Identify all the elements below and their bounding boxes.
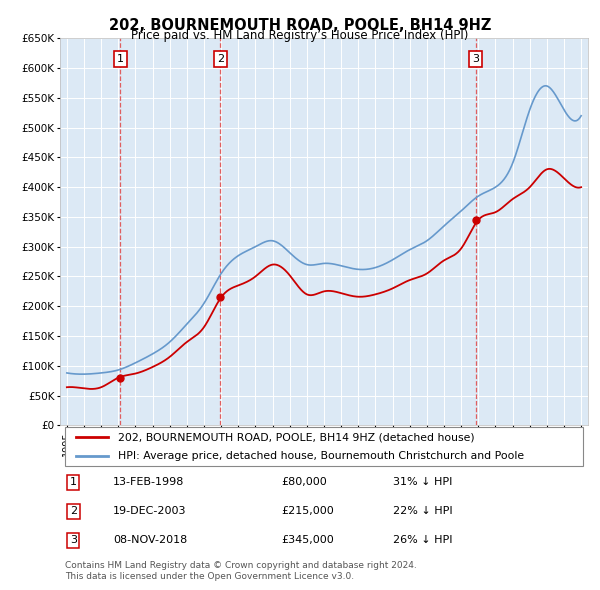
Text: £215,000: £215,000 bbox=[282, 506, 335, 516]
Text: Price paid vs. HM Land Registry’s House Price Index (HPI): Price paid vs. HM Land Registry’s House … bbox=[131, 30, 469, 42]
Text: £80,000: £80,000 bbox=[282, 477, 328, 487]
Text: £345,000: £345,000 bbox=[282, 536, 335, 546]
Text: 22% ↓ HPI: 22% ↓ HPI bbox=[392, 506, 452, 516]
Text: 202, BOURNEMOUTH ROAD, POOLE, BH14 9HZ: 202, BOURNEMOUTH ROAD, POOLE, BH14 9HZ bbox=[109, 18, 491, 32]
Text: 08-NOV-2018: 08-NOV-2018 bbox=[113, 536, 187, 546]
Text: 202, BOURNEMOUTH ROAD, POOLE, BH14 9HZ (detached house): 202, BOURNEMOUTH ROAD, POOLE, BH14 9HZ (… bbox=[118, 432, 475, 442]
Text: 26% ↓ HPI: 26% ↓ HPI bbox=[392, 536, 452, 546]
Text: 2: 2 bbox=[217, 54, 224, 64]
Text: 3: 3 bbox=[472, 54, 479, 64]
Text: Contains HM Land Registry data © Crown copyright and database right 2024.: Contains HM Land Registry data © Crown c… bbox=[65, 560, 417, 570]
Text: HPI: Average price, detached house, Bournemouth Christchurch and Poole: HPI: Average price, detached house, Bour… bbox=[118, 451, 524, 461]
Text: 1: 1 bbox=[70, 477, 77, 487]
Text: 3: 3 bbox=[70, 536, 77, 546]
Text: This data is licensed under the Open Government Licence v3.0.: This data is licensed under the Open Gov… bbox=[65, 572, 355, 581]
Text: 31% ↓ HPI: 31% ↓ HPI bbox=[392, 477, 452, 487]
Text: 2: 2 bbox=[70, 506, 77, 516]
FancyBboxPatch shape bbox=[65, 427, 583, 466]
Text: 19-DEC-2003: 19-DEC-2003 bbox=[113, 506, 187, 516]
Text: 13-FEB-1998: 13-FEB-1998 bbox=[113, 477, 184, 487]
Text: 1: 1 bbox=[117, 54, 124, 64]
